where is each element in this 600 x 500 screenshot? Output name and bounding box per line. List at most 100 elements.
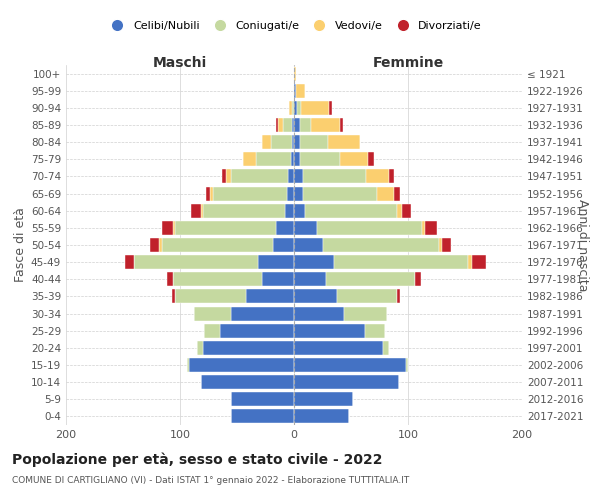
Bar — [439, 238, 442, 252]
Bar — [287, 186, 294, 200]
Bar — [366, 170, 389, 183]
Bar — [397, 290, 400, 304]
Bar — [403, 204, 412, 218]
Bar — [442, 238, 451, 252]
Bar — [134, 255, 257, 269]
Bar — [294, 152, 300, 166]
Bar — [222, 170, 226, 183]
Bar — [175, 221, 276, 235]
Bar — [406, 358, 408, 372]
Bar — [311, 118, 340, 132]
Bar — [289, 170, 294, 183]
Bar — [292, 118, 294, 132]
Bar — [206, 186, 209, 200]
Bar — [301, 101, 329, 115]
Bar — [276, 221, 294, 235]
Bar — [187, 358, 189, 372]
Bar — [232, 170, 289, 183]
Text: COMUNE DI CARTIGLIANO (VI) - Dati ISTAT 1° gennaio 2022 - Elaborazione TUTTITALI: COMUNE DI CARTIGLIANO (VI) - Dati ISTAT … — [12, 476, 409, 485]
Bar — [294, 272, 326, 286]
Bar — [394, 186, 400, 200]
Bar — [344, 306, 388, 320]
Bar — [197, 341, 203, 355]
Bar — [232, 392, 294, 406]
Text: Maschi: Maschi — [153, 56, 207, 70]
Bar — [389, 170, 394, 183]
Bar — [162, 221, 173, 235]
Bar — [472, 255, 485, 269]
Bar — [232, 410, 294, 424]
Bar — [175, 290, 246, 304]
Bar — [292, 101, 294, 115]
Bar — [167, 272, 173, 286]
Bar — [172, 290, 175, 304]
Bar — [340, 118, 343, 132]
Bar — [246, 290, 294, 304]
Bar — [162, 238, 274, 252]
Bar — [368, 152, 374, 166]
Bar — [290, 152, 294, 166]
Bar — [294, 66, 296, 80]
Bar — [189, 358, 294, 372]
Bar — [289, 101, 292, 115]
Bar — [294, 392, 353, 406]
Bar — [294, 324, 365, 338]
Bar — [294, 341, 383, 355]
Bar — [257, 255, 294, 269]
Bar — [328, 135, 360, 149]
Bar — [469, 255, 472, 269]
Bar — [294, 118, 300, 132]
Bar — [294, 255, 334, 269]
Bar — [334, 255, 469, 269]
Bar — [300, 118, 311, 132]
Bar — [294, 204, 305, 218]
Bar — [276, 118, 278, 132]
Bar — [294, 306, 344, 320]
Bar — [294, 358, 406, 372]
Bar — [383, 341, 389, 355]
Bar — [303, 170, 366, 183]
Bar — [422, 221, 425, 235]
Bar — [300, 152, 340, 166]
Bar — [294, 221, 317, 235]
Bar — [278, 118, 283, 132]
Bar — [213, 186, 287, 200]
Bar — [317, 221, 422, 235]
Bar — [160, 238, 162, 252]
Bar — [425, 221, 437, 235]
Bar — [329, 101, 332, 115]
Bar — [203, 341, 294, 355]
Text: Femmine: Femmine — [373, 56, 443, 70]
Bar — [204, 324, 220, 338]
Bar — [220, 324, 294, 338]
Bar — [242, 152, 256, 166]
Bar — [209, 186, 213, 200]
Bar — [292, 135, 294, 149]
Bar — [226, 170, 232, 183]
Bar — [274, 238, 294, 252]
Bar — [294, 135, 300, 149]
Bar — [377, 186, 394, 200]
Bar — [323, 238, 439, 252]
Bar — [256, 152, 290, 166]
Bar — [271, 135, 292, 149]
Text: Popolazione per età, sesso e stato civile - 2022: Popolazione per età, sesso e stato civil… — [12, 452, 383, 467]
Bar — [305, 204, 397, 218]
Bar — [125, 255, 134, 269]
Bar — [397, 204, 403, 218]
Bar — [203, 204, 285, 218]
Bar — [294, 290, 337, 304]
Y-axis label: Anni di nascita: Anni di nascita — [576, 198, 589, 291]
Bar — [232, 306, 294, 320]
Bar — [294, 84, 296, 98]
Bar — [262, 135, 271, 149]
Bar — [173, 221, 175, 235]
Bar — [296, 84, 305, 98]
Bar — [365, 324, 385, 338]
Bar — [294, 170, 303, 183]
Bar — [294, 186, 303, 200]
Bar — [294, 101, 298, 115]
Bar — [194, 306, 232, 320]
Bar — [294, 375, 399, 389]
Legend: Celibi/Nubili, Coniugati/e, Vedovi/e, Divorziati/e: Celibi/Nubili, Coniugati/e, Vedovi/e, Di… — [102, 16, 486, 36]
